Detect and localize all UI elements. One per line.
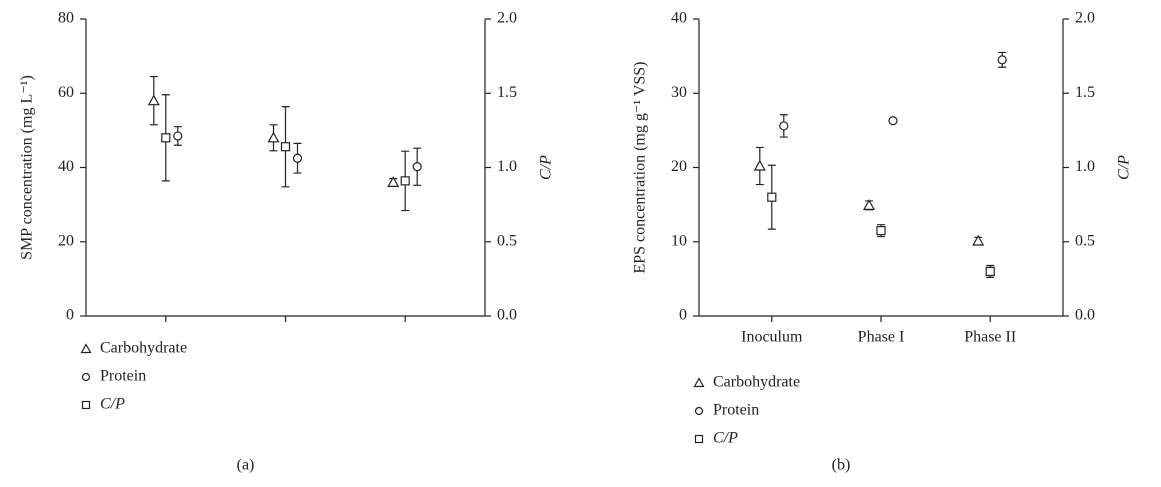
y-axis-label: EPS concentration (mg g⁻¹ VSS) [632, 61, 649, 273]
y2-axis-label: C/P [1116, 155, 1133, 180]
marker [972, 234, 985, 246]
y2-tick-label: 1.5 [497, 84, 517, 101]
y2-tick-label: 0.5 [1075, 232, 1095, 249]
y2-tick-label: 0.0 [1075, 307, 1095, 324]
marker [694, 434, 704, 444]
marker [147, 94, 160, 106]
panel-label: (a) [237, 457, 255, 474]
marker [876, 226, 886, 236]
marker [267, 131, 280, 143]
y-tick-label: 30 [671, 84, 687, 101]
marker [779, 121, 789, 131]
marker [292, 153, 303, 163]
legend-label: C/P [100, 396, 125, 413]
y2-axis-label: C/P [538, 155, 555, 180]
y2-tick-label: 1.5 [1075, 84, 1095, 101]
y2-tick-label: 1.0 [497, 158, 517, 175]
marker [862, 199, 876, 210]
marker [80, 343, 92, 354]
marker [985, 266, 995, 277]
y-axis-label: SMP concentration (mg L⁻¹) [19, 75, 36, 260]
y2-tick-label: 0.5 [497, 232, 517, 249]
marker [161, 133, 171, 143]
marker [767, 192, 777, 202]
marker [173, 131, 183, 141]
legend-label: Protein [713, 402, 759, 419]
y-tick-label: 0 [679, 307, 687, 324]
marker [412, 162, 422, 172]
x-tick-label: Phase II [964, 329, 1016, 346]
legend-label: Carbohydrate [100, 340, 187, 357]
marker [693, 377, 705, 388]
y-tick-label: 10 [671, 232, 687, 249]
x-tick-label: Phase I [858, 329, 905, 346]
y-tick-label: 0 [66, 307, 74, 324]
y-tick-label: 40 [671, 10, 687, 27]
y2-tick-label: 0.0 [497, 307, 517, 324]
marker [280, 142, 291, 152]
legend-label: Carbohydrate [713, 374, 800, 391]
y-tick-label: 20 [58, 232, 74, 249]
y-tick-label: 40 [58, 158, 74, 175]
y-tick-label: 60 [58, 84, 74, 101]
y-tick-label: 20 [671, 158, 687, 175]
legend-label: Protein [100, 368, 146, 385]
marker [81, 400, 91, 410]
y2-tick-label: 2.0 [497, 10, 517, 27]
y2-tick-label: 1.0 [1075, 158, 1095, 175]
panel-label: (b) [832, 457, 851, 474]
marker [694, 406, 704, 416]
marker [387, 176, 400, 187]
x-tick-label: Inoculum [741, 329, 803, 346]
y-tick-label: 80 [58, 10, 74, 27]
legend-label: C/P [713, 430, 738, 447]
marker [753, 159, 766, 171]
y2-tick-label: 2.0 [1075, 10, 1095, 27]
marker [400, 176, 410, 186]
marker [81, 372, 91, 382]
marker [888, 116, 898, 126]
marker [997, 55, 1007, 65]
